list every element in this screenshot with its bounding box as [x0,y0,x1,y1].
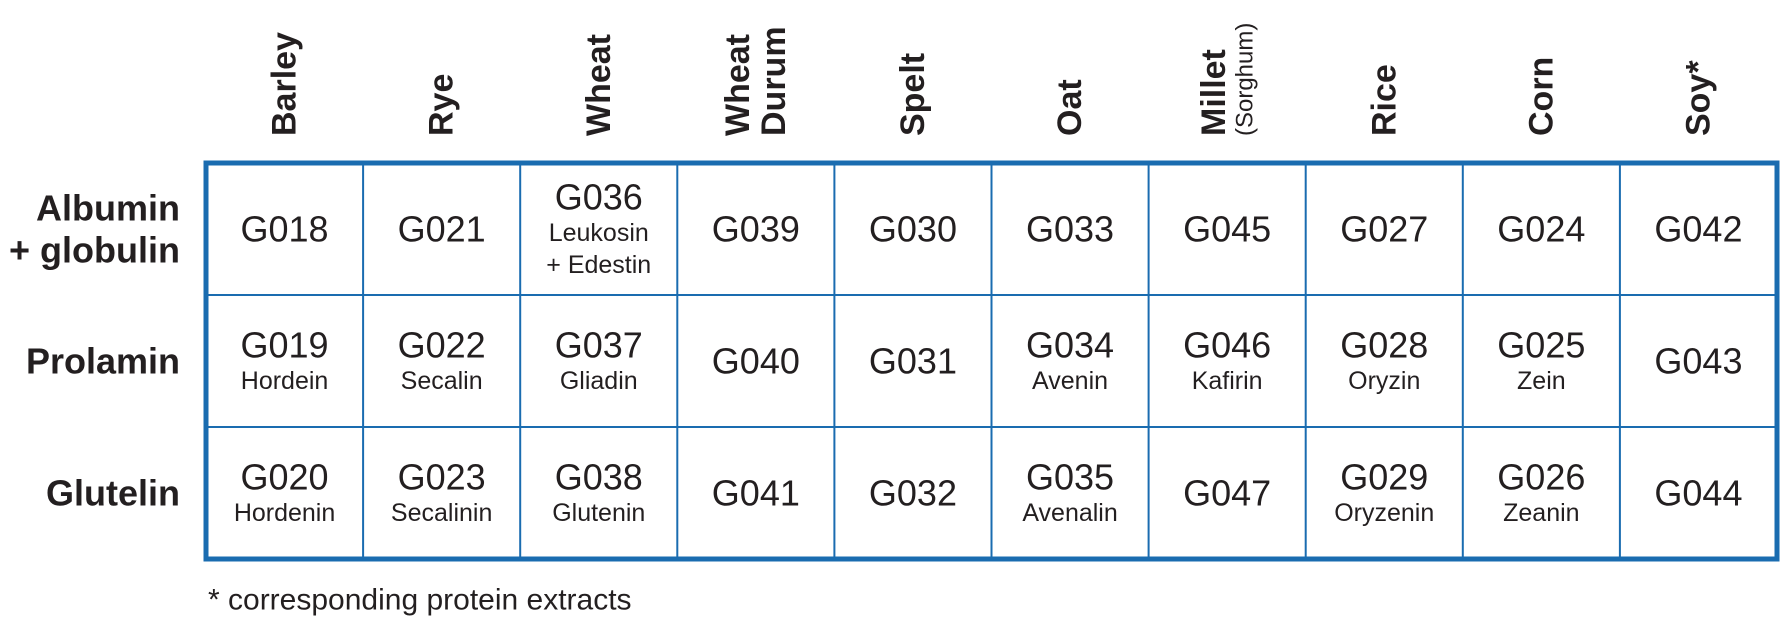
cell-code: G027 [1340,209,1428,250]
cell-name: Hordenin [234,499,335,527]
row-header: Glutelin [46,473,180,514]
cell-code: G021 [398,209,486,250]
cell-name: Oryzin [1348,367,1420,395]
column-header: (Sorghum) [1232,23,1259,136]
cell-code: G037 [555,325,643,366]
cell-code: G029 [1340,457,1428,498]
cell-code: G032 [869,473,957,514]
cell-code: G031 [869,341,957,382]
cell-name: Gliadin [560,367,638,395]
column-header: Soy* [1679,60,1717,136]
cell-name: Zeanin [1503,499,1579,527]
cell-code: G030 [869,209,957,250]
column-header: Wheat [580,34,618,136]
cell-code: G047 [1183,473,1271,514]
row-header: Albumin [36,188,180,229]
column-header: Barley [266,32,304,136]
row-header: Prolamin [26,341,180,382]
cell-name: Glutenin [552,499,645,527]
cell-code: G023 [398,457,486,498]
cell-code: G039 [712,209,800,250]
cell-code: G026 [1497,457,1585,498]
table-border [203,160,1780,562]
cell-name: + Edestin [546,251,651,279]
column-header: Rice [1365,64,1403,136]
column-header: Wheat [719,34,757,136]
cell-code: G019 [241,325,329,366]
cell-code: G028 [1340,325,1428,366]
cell-name: Kafirin [1192,367,1263,395]
column-header: Durum [755,26,793,136]
cell-code: G041 [712,473,800,514]
cell-code: G034 [1026,325,1114,366]
column-header: Millet [1195,49,1233,136]
cell-code: G046 [1183,325,1271,366]
column-header: Rye [423,74,461,136]
cell-code: G025 [1497,325,1585,366]
cell-name: Secalinin [391,499,492,527]
cell-code: G043 [1654,341,1742,382]
cell-code: G024 [1497,209,1585,250]
cell-code: G036 [555,177,643,218]
cell-code: G018 [241,209,329,250]
column-header: Corn [1522,57,1560,136]
cell-name: Hordein [241,367,329,395]
cell-name: Avenin [1032,367,1108,395]
row-header: + globulin [9,230,180,271]
cell-name: Leukosin [549,219,649,247]
cell-code: G040 [712,341,800,382]
column-header: Oat [1051,79,1089,136]
column-header: Spelt [894,53,932,136]
cell-name: Avenalin [1022,499,1117,527]
cell-name: Zein [1517,367,1566,395]
cell-code: G045 [1183,209,1271,250]
cell-code: G022 [398,325,486,366]
cell-code: G020 [241,457,329,498]
footnote: * corresponding protein extracts [208,584,632,617]
cell-code: G038 [555,457,643,498]
cell-code: G033 [1026,209,1114,250]
cell-name: Oryzenin [1334,499,1434,527]
cell-name: Secalin [401,367,483,395]
cell-code: G042 [1654,209,1742,250]
cell-code: G044 [1654,473,1742,514]
cell-code: G035 [1026,457,1114,498]
